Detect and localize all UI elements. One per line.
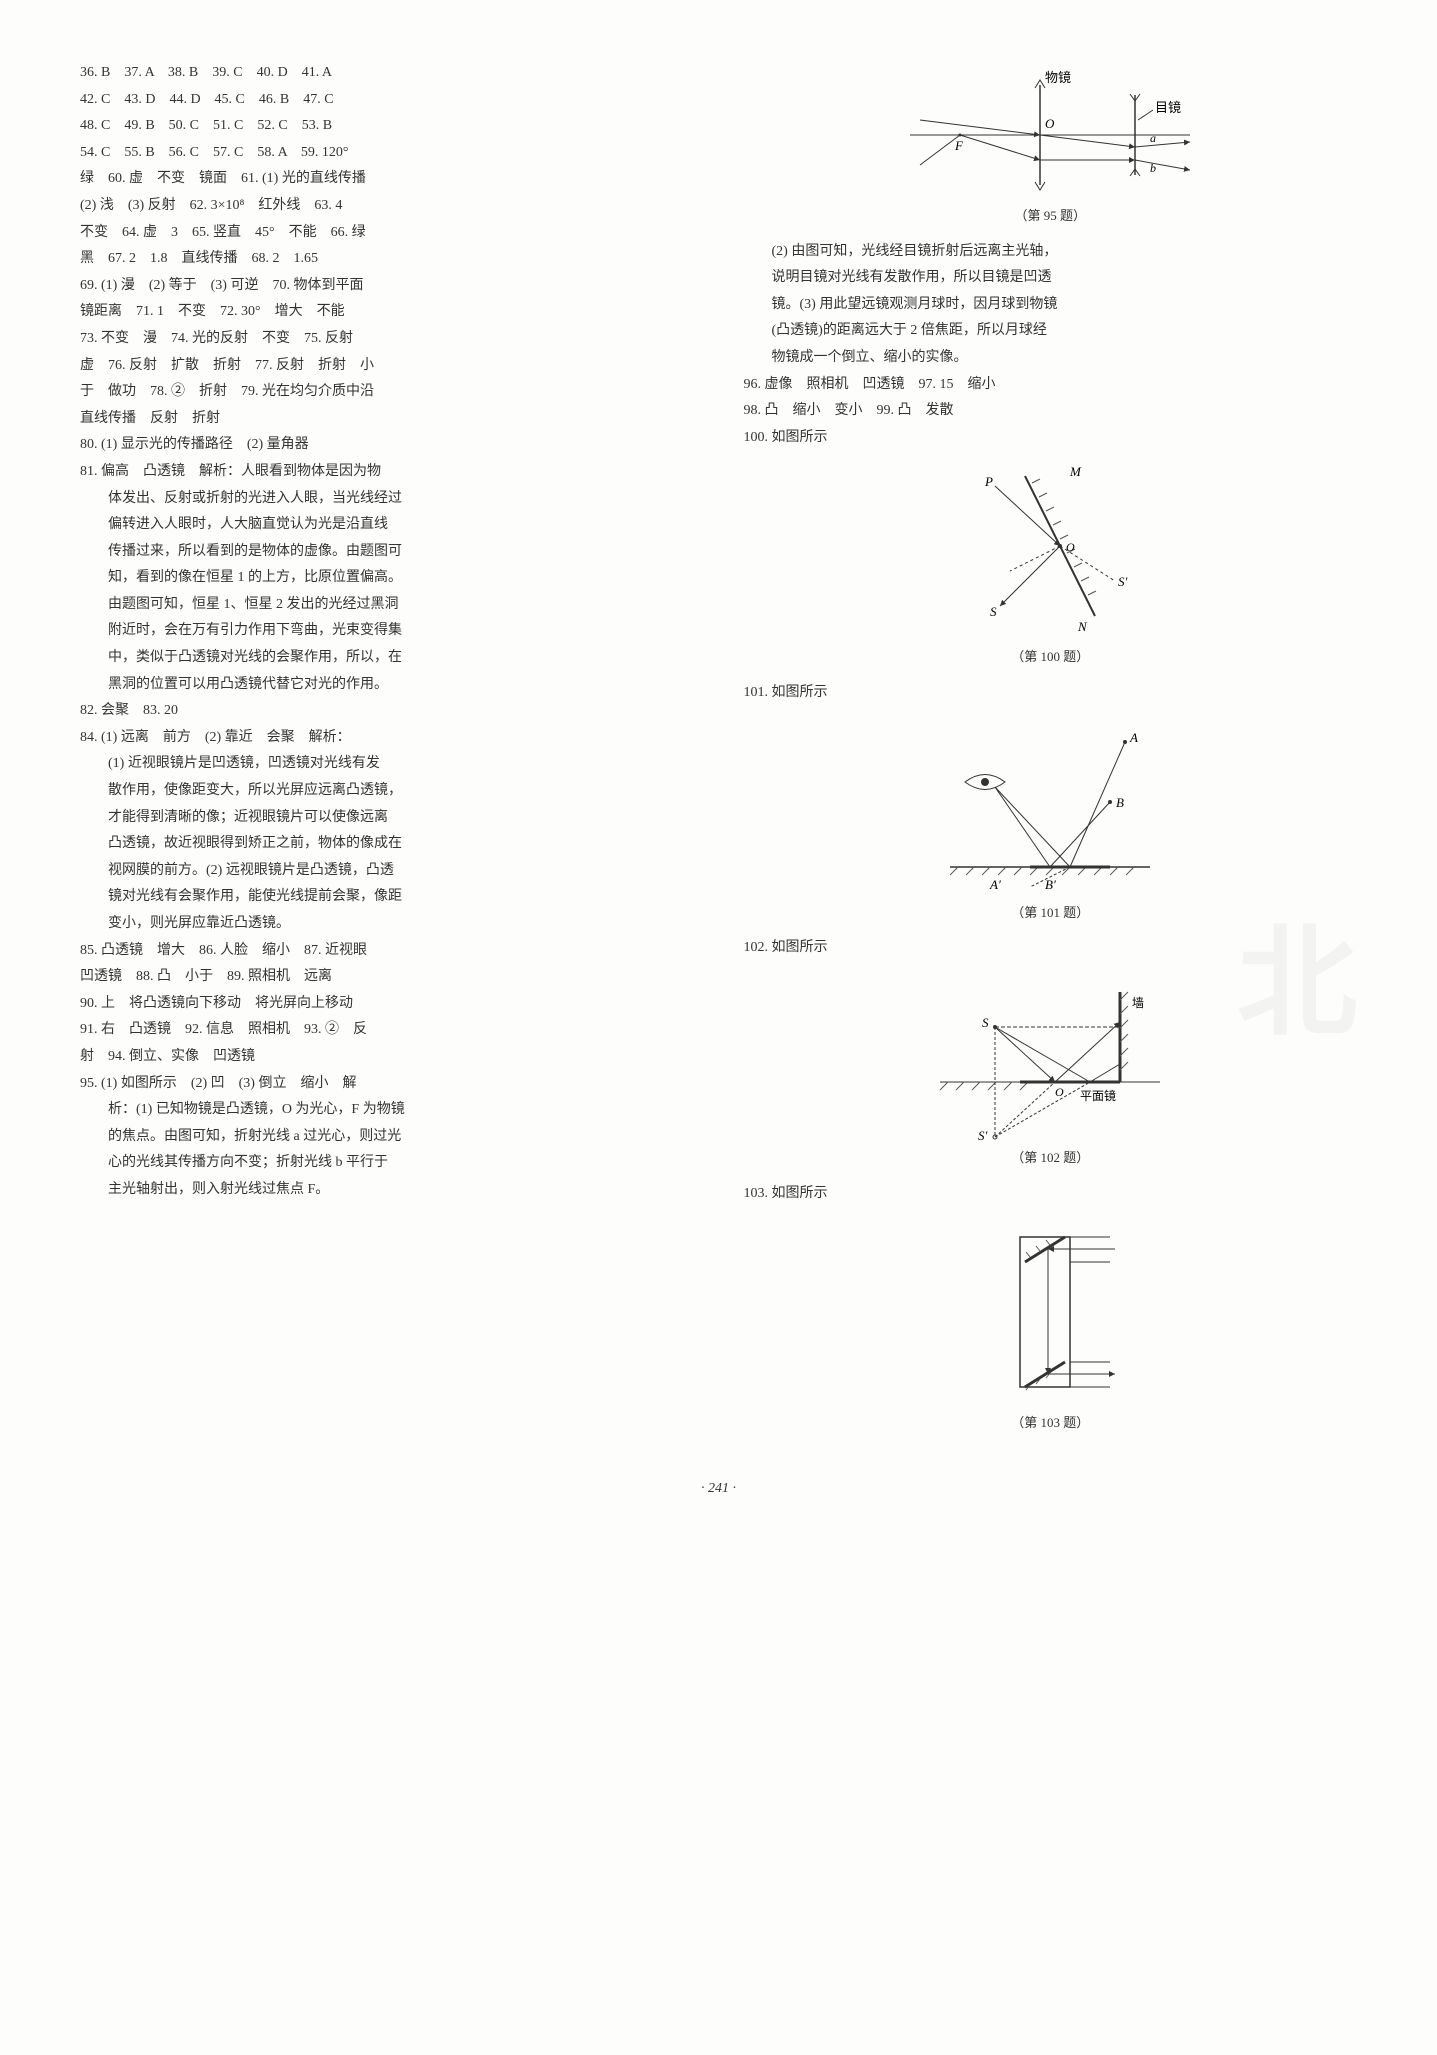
label-b: b (1150, 161, 1156, 175)
q81-body: 黑洞的位置可以用凸透镜代替它对光的作用。 (80, 672, 694, 699)
q95-body: 的焦点。由图可知，折射光线 a 过光心，则过光 (80, 1124, 694, 1151)
figure-100: M N O P S S′ （第 100 题） (744, 461, 1358, 670)
q81-body: 由题图可知，恒星 1、恒星 2 发出的光经过黑洞 (80, 592, 694, 619)
label-mujing: 目镜 (1155, 100, 1181, 115)
q95-head: 95. (1) 如图所示 (2) 凹 (3) 倒立 缩小 解 (80, 1071, 694, 1098)
answer-line: 48. C 49. B 50. C 51. C 52. C 53. B (80, 113, 694, 140)
q84-head: 84. (1) 远离 前方 (2) 靠近 会聚 解析： (80, 725, 694, 752)
label-O: O (1045, 116, 1055, 131)
answer-line: 36. B 37. A 38. B 39. C 40. D 41. A (80, 60, 694, 87)
answer-line: 不变 64. 虚 3 65. 竖直 45° 不能 66. 绿 (80, 220, 694, 247)
q84-body: 镜对光线有会聚作用，能使光线提前会聚，像距 (80, 884, 694, 911)
answer-line: 镜距离 71. 1 不变 72. 30° 增大 不能 (80, 299, 694, 326)
answer-line: 69. (1) 漫 (2) 等于 (3) 可逆 70. 物体到平面 (80, 273, 694, 300)
answer-line: 黑 67. 2 1.8 直线传播 68. 2 1.65 (80, 246, 694, 273)
label-S: S (982, 1015, 989, 1030)
answer-line: 绿 60. 虚 不变 镜面 61. (1) 光的直线传播 (80, 166, 694, 193)
right-column: F O a b 物镜 目镜 （第 95 题） (744, 60, 1358, 1446)
answer-line: 103. 如图所示 (744, 1181, 1358, 1208)
label-O: O (1066, 540, 1075, 554)
label-P: P (984, 474, 993, 489)
label-F: F (954, 138, 964, 153)
label-Sp: S′ (978, 1128, 988, 1142)
label-S: S (990, 604, 997, 619)
q95-cont: 说明目镜对光线有发散作用，所以目镜是凹透 (744, 265, 1358, 292)
q95-cont: (2) 由图可知，光线经目镜折射后远离主光轴， (744, 239, 1358, 266)
q81-body: 体发出、反射或折射的光进入人眼，当光线经过 (80, 486, 694, 513)
q95-body: 主光轴射出，则入射光线过焦点 F。 (80, 1177, 694, 1204)
q84-body: (1) 近视眼镜片是凹透镜，凹透镜对光线有发 (80, 751, 694, 778)
answer-line: 85. 凸透镜 增大 86. 人脸 缩小 87. 近视眼 (80, 938, 694, 965)
answer-line: (2) 浅 (3) 反射 62. 3×10⁸ 红外线 63. 4 (80, 193, 694, 220)
answer-line: 82. 会聚 83. 20 (80, 698, 694, 725)
answer-line: 98. 凸 缩小 变小 99. 凸 发散 (744, 398, 1358, 425)
answer-line: 96. 虚像 照相机 凹透镜 97. 15 缩小 (744, 372, 1358, 399)
answer-line: 101. 如图所示 (744, 680, 1358, 707)
answer-line: 直线传播 反射 折射 (80, 406, 694, 433)
label-O: O (1055, 1085, 1064, 1099)
answer-line: 100. 如图所示 (744, 425, 1358, 452)
page-columns: 36. B 37. A 38. B 39. C 40. D 41. A 42. … (80, 60, 1357, 1446)
q84-body: 散作用，使像距变大，所以光屏应远离凸透镜， (80, 778, 694, 805)
figure-102-caption: （第 102 题） (744, 1146, 1358, 1171)
label-Bp: B′ (1045, 877, 1056, 892)
answer-line: 102. 如图所示 (744, 935, 1358, 962)
q81-body: 附近时，会在万有引力作用下弯曲，光束变得集 (80, 618, 694, 645)
q84-body: 凸透镜，故近视眼得到矫正之前，物体的像成在 (80, 831, 694, 858)
answer-line: 73. 不变 漫 74. 光的反射 不变 75. 反射 (80, 326, 694, 353)
answer-line: 42. C 43. D 44. D 45. C 46. B 47. C (80, 87, 694, 114)
label-wall: 墙 (1132, 996, 1144, 1010)
figure-102: 平面镜 墙 S S′ O (744, 972, 1358, 1171)
q81-head: 81. 偏高 凸透镜 解析：人眼看到物体是因为物 (80, 459, 694, 486)
page-number: · 241 · (80, 1476, 1357, 1503)
figure-95: F O a b 物镜 目镜 （第 95 题） (744, 70, 1358, 229)
answer-line: 虚 76. 反射 扩散 折射 77. 反射 折射 小 (80, 353, 694, 380)
label-wujing: 物镜 (1045, 70, 1071, 85)
label-M: M (1069, 464, 1082, 479)
answer-line: 91. 右 凸透镜 92. 信息 照相机 93. ② 反 (80, 1017, 694, 1044)
figure-101-caption: （第 101 题） (744, 901, 1358, 926)
q84-body: 视网膜的前方。(2) 远视眼镜片是凸透镜，凸透 (80, 858, 694, 885)
label-a: a (1150, 131, 1156, 145)
answer-line: 射 94. 倒立、实像 凹透镜 (80, 1044, 694, 1071)
answer-line: 凹透镜 88. 凸 小于 89. 照相机 远离 (80, 964, 694, 991)
figure-100-caption: （第 100 题） (744, 645, 1358, 670)
figure-101: A B A′ B′ （第 101 题） (744, 717, 1358, 926)
q81-body: 中，类似于凸透镜对光线的会聚作用，所以，在 (80, 645, 694, 672)
q95-cont: 镜。(3) 用此望远镜观测月球时，因月球到物镜 (744, 292, 1358, 319)
answer-line: 于 做功 78. ② 折射 79. 光在均匀介质中沿 (80, 379, 694, 406)
q81-body: 知，看到的像在恒星 1 的上方，比原位置偏高。 (80, 565, 694, 592)
q84-body: 才能得到清晰的像；近视眼镜片可以使像远离 (80, 805, 694, 832)
figure-103: （第 103 题） (744, 1217, 1358, 1436)
label-Ap: A′ (989, 877, 1001, 892)
label-B: B (1116, 795, 1124, 810)
q81-body: 传播过来，所以看到的是物体的虚像。由题图可 (80, 539, 694, 566)
answer-line: 90. 上 将凸透镜向下移动 将光屏向上移动 (80, 991, 694, 1018)
q95-cont: 物镜成一个倒立、缩小的实像。 (744, 345, 1358, 372)
answer-line: 80. (1) 显示光的传播路径 (2) 量角器 (80, 432, 694, 459)
q81-body: 偏转进入人眼时，人大脑直觉认为光是沿直线 (80, 512, 694, 539)
q95-body: 心的光线其传播方向不变；折射光线 b 平行于 (80, 1150, 694, 1177)
figure-103-caption: （第 103 题） (744, 1411, 1358, 1436)
label-N: N (1077, 619, 1088, 634)
answer-line: 54. C 55. B 56. C 57. C 58. A 59. 120° (80, 140, 694, 167)
label-Sp: S′ (1118, 574, 1128, 589)
label-A: A (1129, 730, 1138, 745)
q95-body: 析：(1) 已知物镜是凸透镜，O 为光心，F 为物镜 (80, 1097, 694, 1124)
figure-95-caption: （第 95 题） (744, 204, 1358, 229)
left-column: 36. B 37. A 38. B 39. C 40. D 41. A 42. … (80, 60, 694, 1446)
q95-cont: (凸透镜)的距离远大于 2 倍焦距，所以月球经 (744, 318, 1358, 345)
q84-body: 变小，则光屏应靠近凸透镜。 (80, 911, 694, 938)
label-mirror: 平面镜 (1080, 1088, 1116, 1103)
